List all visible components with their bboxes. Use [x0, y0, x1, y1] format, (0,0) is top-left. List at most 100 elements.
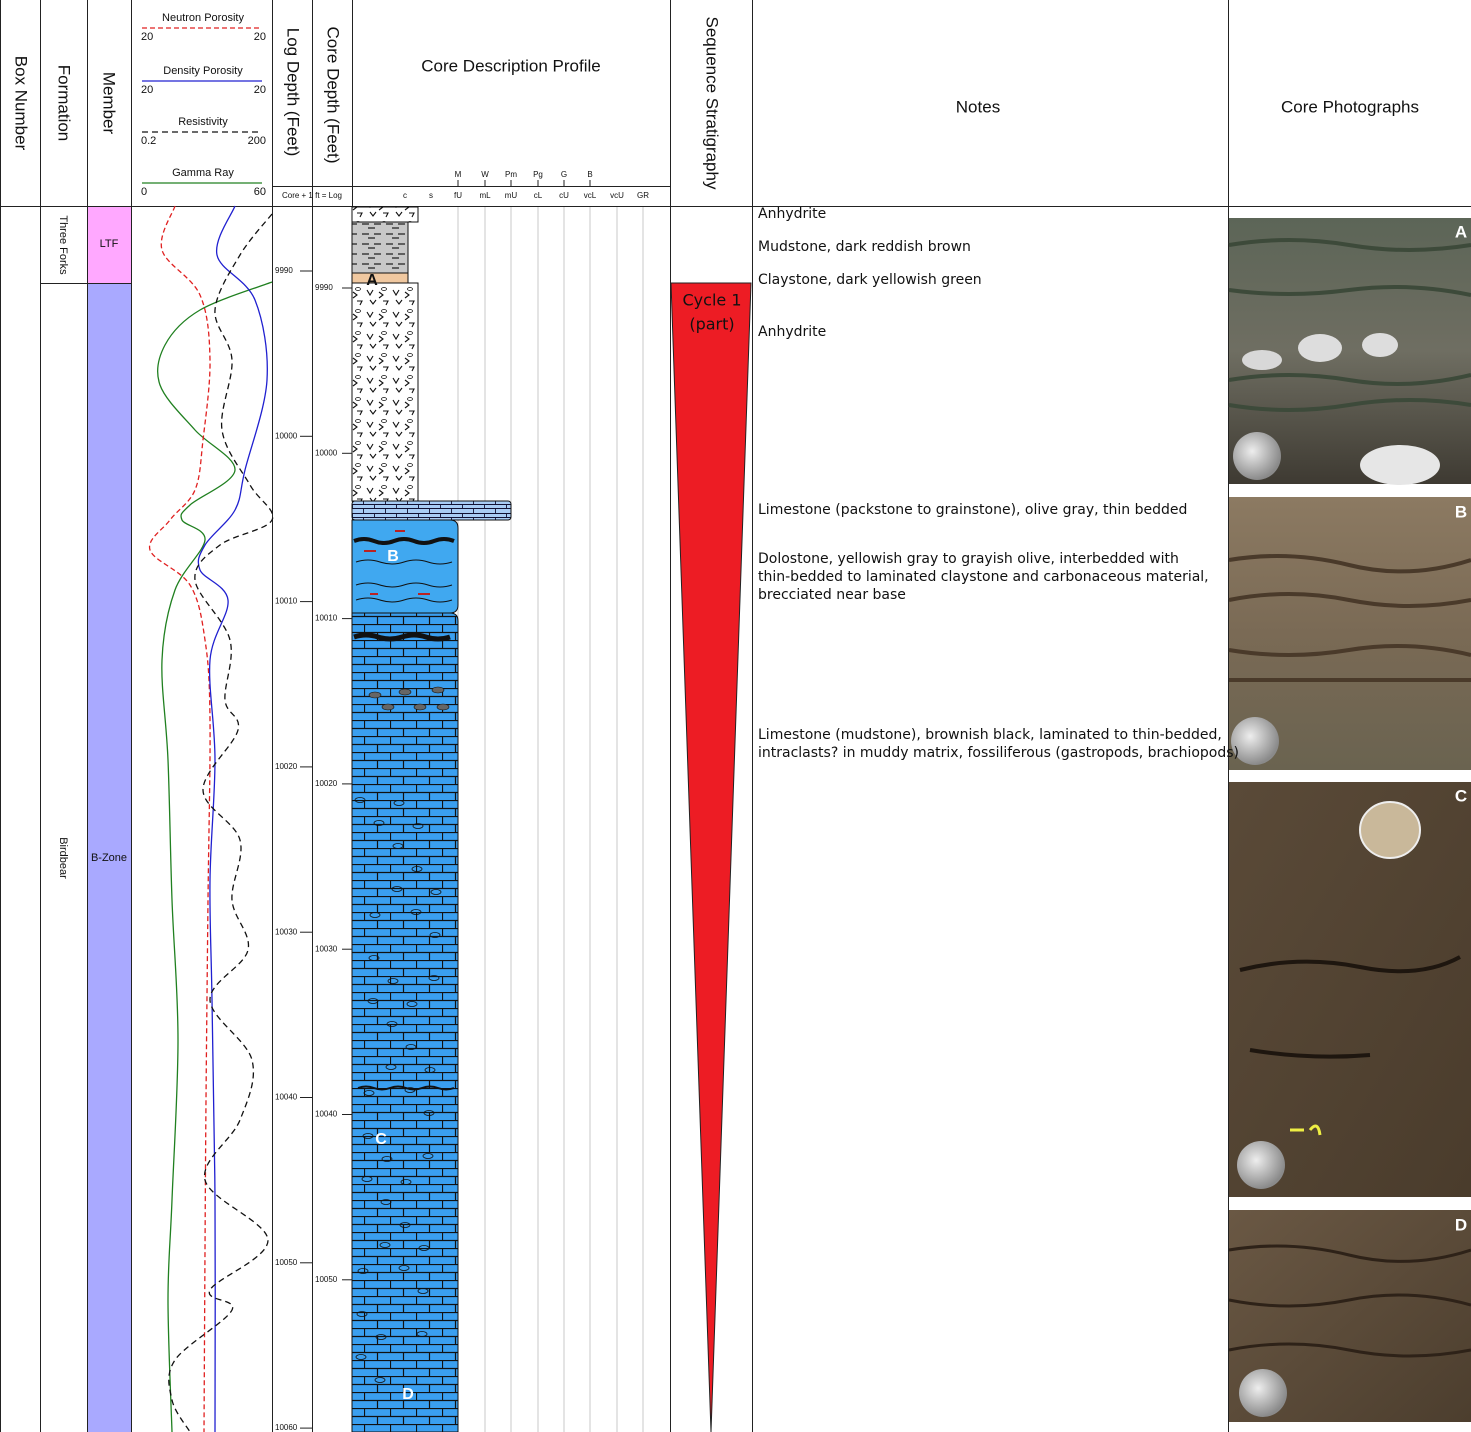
fossil-symbol [367, 998, 379, 1004]
log-track-left: 0.2 [141, 135, 156, 147]
log-curves [148, 205, 274, 1432]
log-depth-tick: 10020 [275, 762, 298, 771]
lithology [351, 206, 512, 1432]
log-curve [148, 205, 211, 1432]
fossil-symbol [373, 820, 385, 826]
fossil-symbol [417, 1288, 429, 1294]
log-track-right: 200 [248, 135, 266, 147]
fossil-symbol [379, 1242, 391, 1248]
log-track-name: Neutron Porosity [162, 12, 244, 24]
grain-lower-label: vcL [584, 191, 597, 200]
fossil-symbol [423, 1110, 435, 1116]
sample-label: D [402, 1386, 414, 1403]
sample-label: B [387, 548, 399, 565]
note-text: thin-bedded to laminated claystone and c… [758, 569, 1209, 585]
fossil-symbol [368, 955, 380, 961]
log-depth-tick: 10030 [275, 927, 298, 936]
photo-label: C [1455, 786, 1467, 805]
fossil-symbol [405, 1044, 417, 1050]
grain-upper-label: M [455, 170, 462, 179]
fossil-symbol [418, 1245, 430, 1251]
log-depth-tick: 10050 [275, 1258, 298, 1267]
core-depth-tick: 10040 [315, 1110, 338, 1119]
log-curve [197, 205, 268, 1432]
fossil-symbol [363, 1090, 375, 1096]
note-text: Claystone, dark yellowish green [758, 272, 982, 288]
fossil-symbol [399, 1222, 411, 1228]
member-ltf-fill [88, 207, 131, 283]
fossil-symbol [380, 1199, 392, 1205]
note-text: Mudstone, dark reddish brown [758, 239, 971, 255]
note-text: Limestone (mudstone), brownish black, la… [758, 727, 1222, 743]
fossil-symbol [374, 1377, 386, 1383]
fossil-symbol [391, 886, 403, 892]
fossil-symbol [385, 1064, 397, 1070]
note-text: Anhydrite [758, 324, 826, 340]
fossil-symbol [392, 843, 404, 849]
log-curve [156, 281, 273, 1432]
grain-grid [457, 207, 644, 1432]
fossil-symbol [381, 1156, 393, 1162]
photo-label: D [1455, 1215, 1467, 1234]
grain-lower-label: vcU [610, 191, 624, 200]
fossil-symbol [406, 1001, 418, 1007]
grain-upper-label: W [481, 170, 489, 179]
core-depth-tick: 10000 [315, 448, 338, 457]
member-label: B-Zone [91, 852, 127, 864]
log-track-left: 20 [141, 31, 153, 43]
core-depth-tick: 10010 [315, 614, 338, 623]
fossil-symbol [375, 1334, 387, 1340]
fossil-symbol [412, 823, 424, 829]
member-bzone-fill [88, 284, 131, 1432]
grain-upper-label: B [587, 170, 592, 179]
core-depth-tick: 9990 [315, 283, 333, 292]
sequence-label: (part) [689, 315, 734, 334]
fossil-symbol [355, 1354, 367, 1360]
core-depth-tick: 10050 [315, 1275, 338, 1284]
sequence-label: Cycle 1 [683, 291, 742, 310]
fossil-symbol [393, 800, 405, 806]
grain-lower-label: mL [479, 191, 491, 200]
header-formation: Formation [55, 65, 74, 142]
header-notes: Notes [956, 97, 1000, 116]
grain-lower-label: GR [637, 191, 649, 200]
fossil-symbol [428, 975, 440, 981]
fossil-symbol [361, 1176, 373, 1182]
fossil-symbol [398, 1265, 410, 1271]
header-log-depth: Log Depth (Feet) [284, 28, 303, 157]
grain-lower-label: cU [559, 191, 569, 200]
grain-lower-label: c [403, 191, 407, 200]
sample-label: A [366, 272, 378, 289]
fossil-symbol [422, 1153, 434, 1159]
note-text: Dolostone, yellowish gray to grayish oli… [758, 551, 1179, 567]
note-text: Anhydrite [758, 206, 826, 222]
header-box-number: Box Number [12, 56, 31, 151]
core-offset: Core + 1 ft = Log [282, 191, 342, 200]
note-text: intraclasts? in muddy matrix, fossilifer… [758, 745, 1239, 761]
fossil-symbol [430, 889, 442, 895]
header-photos: Core Photographs [1281, 97, 1419, 116]
log-depth-tick: 10040 [275, 1093, 298, 1102]
log-depth-tick: 9990 [275, 266, 293, 275]
log-track-right: 20 [254, 31, 266, 43]
grain-lower-label: s [429, 191, 433, 200]
log-track-name: Resistivity [178, 116, 228, 128]
core-depth-tick: 10030 [315, 944, 338, 953]
fossil-symbol [404, 1087, 416, 1093]
grain-lower-label: mU [505, 191, 518, 200]
header-member: Member [100, 72, 119, 135]
member-label: LTF [100, 238, 119, 250]
core-depth-tick: 10020 [315, 779, 338, 788]
log-track-left: 20 [141, 84, 153, 96]
core-photos [1228, 218, 1471, 1422]
fossil-symbol [429, 932, 441, 938]
grain-lower-label: fU [454, 191, 462, 200]
formation-label: Birdbear [57, 837, 69, 879]
log-track-left: 0 [141, 186, 147, 198]
header-core-description: Core Description Profile [421, 56, 601, 75]
fossil-symbol [416, 1331, 428, 1337]
log-depth-tick: 10010 [275, 597, 298, 606]
photo-label: B [1455, 502, 1467, 521]
